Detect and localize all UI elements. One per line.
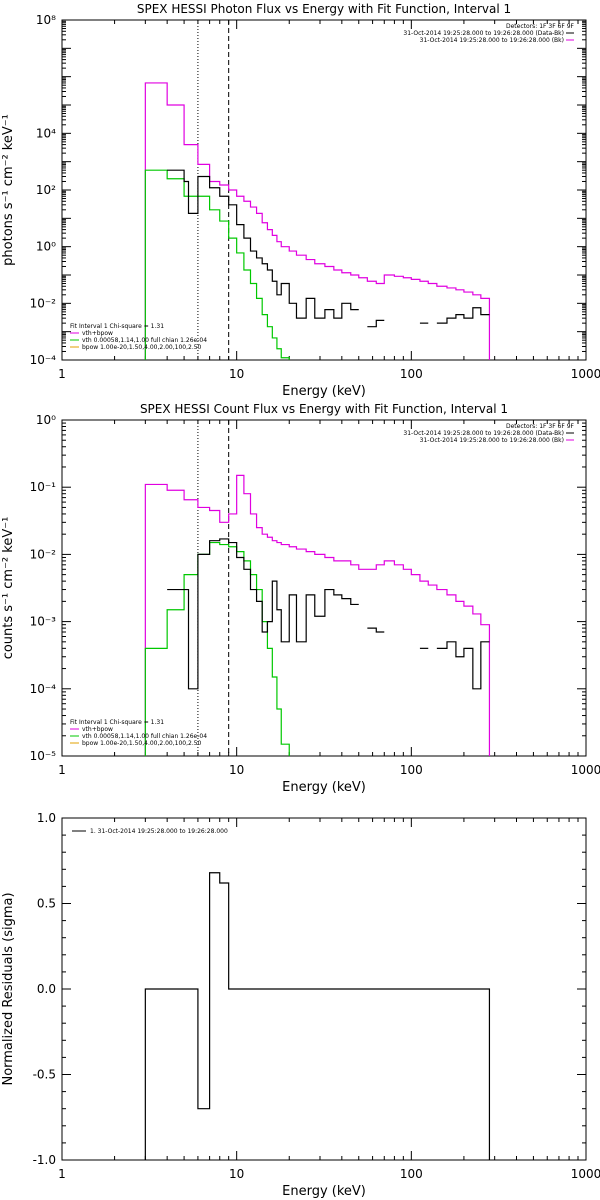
legend-bottom-entry: Fit Interval 1 Chi-square = 1.31	[70, 719, 164, 726]
total-fit-series	[144, 474, 491, 756]
y-tick-label: 1.0	[37, 811, 56, 825]
legend-bottom-entry: bpow 1.00e-20,1.50,4.00,2.00,100,2.50	[82, 740, 202, 747]
y-tick-label: -1.0	[33, 1153, 56, 1167]
x-tick-label: 1000	[571, 1167, 600, 1181]
y-tick-label: -0.5	[33, 1068, 56, 1082]
y-tick-label: 10⁰	[36, 413, 56, 427]
x-tick-label: 100	[400, 763, 423, 777]
data-series-segment-1	[167, 169, 359, 319]
legend-top-entry: 31-Oct-2014 19:25:28.000 to 19:26:28.000…	[420, 437, 564, 444]
x-tick-label: 1	[58, 763, 66, 777]
y-tick-label: 10⁻²	[30, 296, 57, 310]
x-tick-label: 1	[58, 367, 66, 381]
y-axis-label: counts s⁻¹ cm⁻² keV⁻¹	[1, 517, 16, 660]
x-tick-label: 1000	[571, 367, 600, 381]
residual-series	[144, 872, 491, 1160]
y-tick-label: 10⁻⁵	[30, 749, 57, 763]
y-tick-label: 10⁴	[36, 126, 56, 140]
data-series-segment-4	[436, 307, 490, 324]
legend-bottom-entry: vth+bpow	[82, 330, 113, 337]
chart-title: SPEX HESSI Photon Flux vs Energy with Fi…	[137, 2, 511, 16]
y-tick-label: 10⁻¹	[30, 480, 57, 494]
legend-top-entry: 31-Oct-2014 19:25:28.000 to 19:26:28.000…	[420, 37, 564, 44]
y-axis-label: photons s⁻¹ cm⁻² keV⁻¹	[1, 114, 16, 266]
y-tick-label: 10²	[36, 183, 56, 197]
vth-series	[144, 541, 290, 756]
total-fit-series	[144, 82, 491, 360]
y-tick-label: 10⁸	[36, 13, 56, 27]
x-tick-label: 10	[229, 1167, 244, 1181]
legend-bottom-entry: vth 0.00058,1.14,1.00 full chian 1.26e-0…	[82, 337, 207, 344]
x-axis-label: Energy (keV)	[282, 384, 366, 399]
chart-title: SPEX HESSI Count Flux vs Energy with Fit…	[140, 402, 508, 416]
legend-bottom-entry: Fit Interval 1 Chi-square = 1.31	[70, 323, 164, 330]
legend-top-entry: Detectors: 1F 3F 6F 9F	[506, 23, 575, 30]
x-tick-label: 1	[58, 1167, 66, 1181]
y-tick-label: 0.5	[37, 897, 56, 911]
legend-top-entry: 31-Oct-2014 19:25:28.000 to 19:26:28.000…	[403, 430, 564, 437]
x-tick-label: 10	[229, 367, 244, 381]
legend-top-entry: 31-Oct-2014 19:25:28.000 to 19:26:28.000…	[403, 30, 564, 37]
x-axis-label: Energy (keV)	[282, 780, 366, 795]
legend-top-entry: Detectors: 1F 3F 6F 9F	[506, 423, 575, 430]
x-tick-label: 100	[400, 1167, 423, 1181]
legend-bottom-entry: vth+bpow	[82, 726, 113, 733]
x-tick-label: 100	[400, 367, 423, 381]
legend-bottom-entry: vth 0.00058,1.14,1.00 full chian 1.26e-0…	[82, 733, 207, 740]
y-tick-label: 10⁻³	[30, 615, 57, 629]
y-tick-label: 10⁻⁴	[30, 353, 57, 367]
chart-panel-2: 1 10 100 1000 10⁻⁵ 10⁻⁴ 10⁻³ 10⁻² 10⁻¹ 10⁰ SPEX HE…	[1, 402, 600, 795]
y-tick-label: 10⁻⁴	[30, 682, 57, 696]
x-axis-label: Energy (keV)	[282, 1184, 366, 1199]
y-tick-label: 0.0	[37, 982, 56, 996]
y-tick-label: 10⁻²	[30, 547, 57, 561]
chart-panel-3: 1 10 100 1000 -1.0 -0.5 0.0 0.5 1.0 Energy (keV) N…	[1, 811, 600, 1199]
data-series-segment-4	[436, 641, 490, 690]
data-series-segment-1	[167, 538, 359, 690]
data-series-segment-2	[367, 627, 385, 633]
plot-frame	[61, 419, 587, 757]
x-tick-label: 10	[229, 763, 244, 777]
legend-entry: 1. 31-Oct-2014 19:25:28.000 to 19:26:28.…	[90, 828, 228, 835]
x-tick-label: 1000	[571, 763, 600, 777]
y-axis-label: Normalized Residuals (sigma)	[1, 892, 16, 1085]
data-series-segment-2	[367, 319, 385, 328]
y-tick-label: 10⁰	[36, 240, 56, 254]
chart-panel-1: 1 10 100 1000 10⁻⁴ 10⁻² 10⁰ 10² 10⁴ 10⁸ SPEX HESSI…	[1, 2, 600, 399]
legend-bottom-entry: bpow 1.00e-20,1.50,4.00,2.00,100,2.50	[82, 344, 202, 351]
